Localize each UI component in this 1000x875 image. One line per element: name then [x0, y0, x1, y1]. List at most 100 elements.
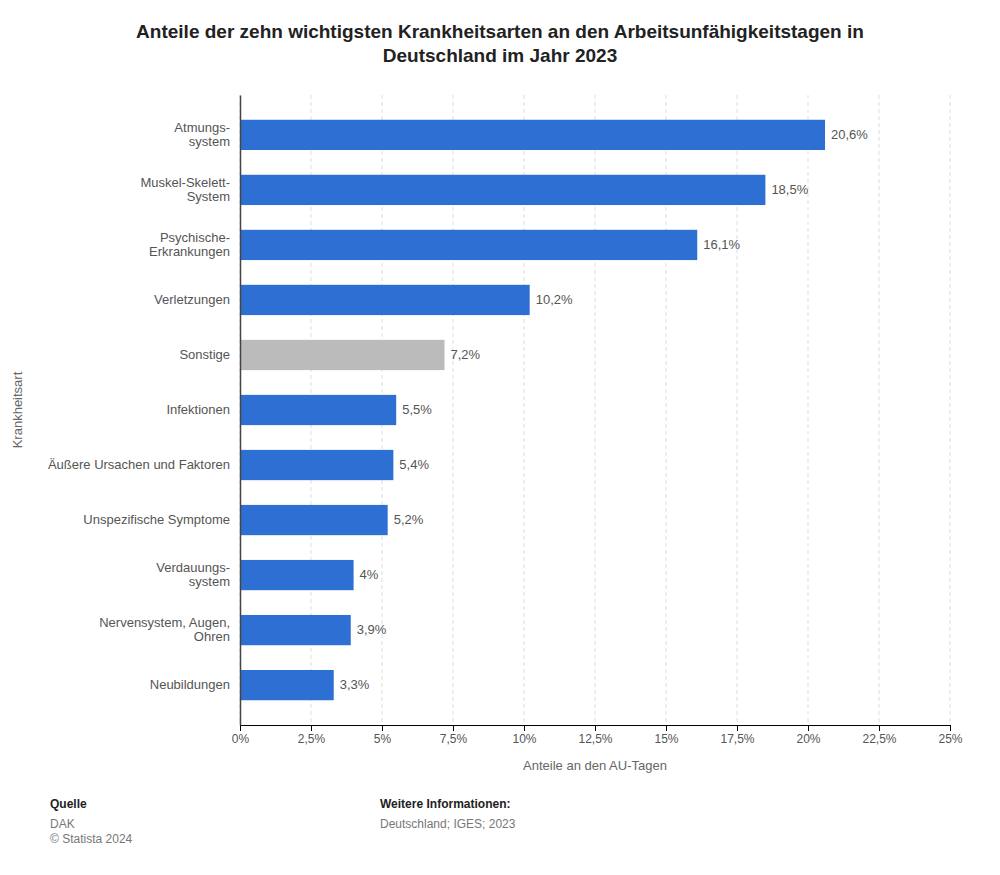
grid-line — [240, 95, 241, 725]
bars — [240, 120, 825, 700]
text-line: Weitere Informationen: — [380, 797, 510, 811]
x-tick-label: 7,5% — [440, 732, 468, 746]
data-label: 10,2% — [536, 292, 573, 307]
y-tick-label: Verletzungen — [154, 292, 230, 307]
x-tick-label: 10% — [512, 732, 536, 746]
y-tick-label: Muskel-Skelett-System — [140, 175, 230, 204]
y-tick-label: Atmungs-system — [174, 120, 230, 149]
x-tick-label: 2,5% — [298, 732, 326, 746]
x-tick: 15% — [654, 725, 678, 746]
y-tick: Muskel-Skelett-System — [140, 175, 230, 204]
text-line: System — [187, 189, 230, 204]
x-tick-mark — [666, 725, 667, 731]
text-line: Quelle — [50, 797, 87, 811]
footer-text: DAK© Statista 2024 — [50, 817, 133, 846]
footer: Quelle DAK© Statista 2024 Weitere Informat… — [50, 797, 516, 846]
x-tick-mark — [808, 725, 809, 731]
y-tick: Sonstige — [179, 347, 230, 362]
x-tick-label: 15% — [654, 732, 678, 746]
bar — [240, 450, 393, 480]
text-line: Erkrankungen — [149, 244, 230, 259]
text-line: Psychische- — [160, 230, 230, 245]
text-line: Ohren — [194, 629, 230, 644]
y-tick: Äußere Ursachen und Faktoren — [48, 457, 230, 472]
text-line: Muskel-Skelett- — [140, 175, 230, 190]
bar — [240, 120, 825, 150]
y-tick-label: Unspezifische Symptome — [83, 512, 230, 527]
x-tick-label: 25% — [938, 732, 962, 746]
x-tick-label: 0% — [232, 732, 250, 746]
text-line: Äußere Ursachen und Faktoren — [48, 457, 230, 472]
text-line: Unspezifische Symptome — [83, 512, 230, 527]
y-tick-label: Äußere Ursachen und Faktoren — [48, 457, 230, 472]
bar — [240, 230, 697, 260]
footer-heading: Weitere Informationen: — [380, 797, 510, 811]
x-axis: 0%2,5%5%7,5%10%12,5%15%17,5%20%22,5%25% — [232, 725, 963, 746]
x-tick: 10% — [512, 725, 536, 746]
y-tick-label: Psychische-Erkrankungen — [149, 230, 230, 259]
footer-heading: Quelle — [50, 797, 87, 811]
x-tick: 20% — [796, 725, 820, 746]
text-line: Deutschland im Jahr 2023 — [383, 45, 617, 66]
y-tick: Psychische-Erkrankungen — [149, 230, 230, 259]
x-tick-label: 12,5% — [578, 732, 612, 746]
grid-line — [950, 95, 951, 725]
x-tick-label: 20% — [796, 732, 820, 746]
x-tick: 2,5% — [298, 725, 326, 746]
x-tick-mark — [382, 725, 383, 731]
x-tick-mark — [737, 725, 738, 731]
x-tick-mark — [879, 725, 880, 731]
x-tick: 22,5% — [862, 725, 896, 746]
text-line: DAK — [50, 817, 75, 831]
text-line: Neubildungen — [150, 677, 230, 692]
x-tick-mark — [524, 725, 525, 731]
bar — [240, 560, 354, 590]
text-line: © Statista 2024 — [50, 832, 133, 846]
data-label: 20,6% — [831, 127, 868, 142]
footer-text: Deutschland; IGES; 2023 — [380, 817, 516, 831]
bar — [240, 505, 388, 535]
y-tick-label: Verdauungs-system — [156, 560, 230, 589]
text-line: Atmungs- — [174, 120, 230, 135]
chart-container: Anteile der zehn wichtigsten Krankheitsa… — [0, 0, 1000, 875]
y-axis-title: Krankheitsart — [10, 371, 25, 448]
x-tick-label: 22,5% — [862, 732, 896, 746]
x-tick: 0% — [232, 725, 250, 746]
data-label: 5,5% — [402, 402, 432, 417]
data-label: 5,4% — [399, 457, 429, 472]
y-tick-label: Infektionen — [166, 402, 230, 417]
text-line: Anteile der zehn wichtigsten Krankheitsa… — [136, 21, 864, 42]
text-line: Verdauungs- — [156, 560, 230, 575]
x-tick-mark — [595, 725, 596, 731]
y-tick: Unspezifische Symptome — [83, 512, 230, 527]
data-labels: 3,3%3,9%4%5,2%5,4%5,5%7,2%10,2%16,1%18,5… — [340, 127, 869, 692]
bar — [240, 395, 396, 425]
y-tick: Verletzungen — [154, 292, 230, 307]
bar — [240, 285, 530, 315]
text-line: Infektionen — [166, 402, 230, 417]
plot-area: 0%2,5%5%7,5%10%12,5%15%17,5%20%22,5%25%N… — [48, 95, 963, 746]
y-tick: Neubildungen — [150, 677, 230, 692]
y-tick-label: Sonstige — [179, 347, 230, 362]
bar — [240, 175, 765, 205]
data-label: 5,2% — [394, 512, 424, 527]
x-tick: 5% — [374, 725, 392, 746]
text-line: Deutschland; IGES; 2023 — [380, 817, 516, 831]
data-label: 3,3% — [340, 677, 370, 692]
data-label: 7,2% — [450, 347, 480, 362]
x-tick-mark — [240, 725, 241, 731]
bar — [240, 615, 351, 645]
grid-line — [879, 95, 880, 725]
y-tick-label: Nervensystem, Augen,Ohren — [99, 615, 230, 644]
x-axis-title: Anteile an den AU-Tagen — [523, 758, 667, 773]
text-line: system — [189, 574, 230, 589]
bar — [240, 340, 444, 370]
data-label: 18,5% — [771, 182, 808, 197]
text-line: Verletzungen — [154, 292, 230, 307]
y-tick: Infektionen — [166, 402, 230, 417]
y-tick-label: Neubildungen — [150, 677, 230, 692]
text-line: Nervensystem, Augen, — [99, 615, 230, 630]
y-tick: Verdauungs-system — [156, 560, 230, 589]
data-label: 4% — [360, 567, 379, 582]
text-line: Sonstige — [179, 347, 230, 362]
